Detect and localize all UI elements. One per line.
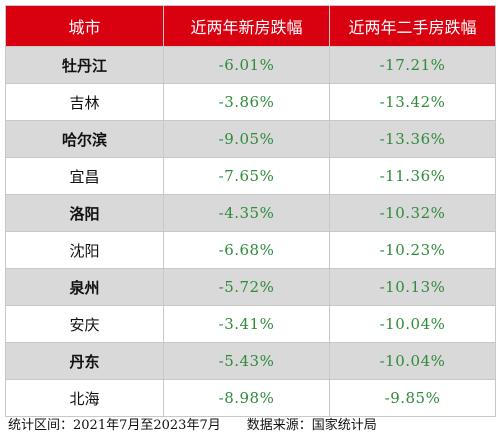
data-source: 数据来源：国家统计局 — [246, 418, 377, 433]
second-hand-value: -10.32% — [329, 194, 496, 232]
city-cell: 哈尔滨 — [5, 120, 164, 158]
table-row: 北海 -8.98% -9.85% — [5, 379, 496, 417]
table-header-row: 城市 近两年新房跌幅 近两年二手房跌幅 — [5, 5, 496, 47]
city-cell: 沈阳 — [5, 231, 164, 269]
second-hand-value: -10.04% — [329, 305, 496, 343]
city-cell: 安庆 — [5, 305, 164, 343]
new-home-value: -6.01% — [163, 46, 330, 84]
city-cell: 北海 — [5, 379, 164, 417]
table-row: 沈阳 -6.68% -10.23% — [5, 231, 496, 269]
table-row: 丹东 -5.43% -10.04% — [5, 342, 496, 380]
city-cell: 吉林 — [5, 83, 164, 121]
table-row: 洛阳 -4.35% -10.32% — [5, 194, 496, 232]
city-cell: 宜昌 — [5, 157, 164, 195]
price-decline-table: 城市 近两年新房跌幅 近两年二手房跌幅 牡丹江 -6.01% -17.21% 吉… — [5, 5, 496, 417]
new-home-value: -5.72% — [163, 268, 330, 306]
second-hand-value: -13.42% — [329, 83, 496, 121]
table-row: 泉州 -5.72% -10.13% — [5, 268, 496, 306]
table-row: 吉林 -3.86% -13.42% — [5, 83, 496, 121]
statistics-period: 统计区间：2021年7月至2023年7月 — [8, 418, 221, 433]
new-home-value: -3.86% — [163, 83, 330, 121]
city-cell: 洛阳 — [5, 194, 164, 232]
new-home-value: -7.65% — [163, 157, 330, 195]
price-decline-table-container: 城市 近两年新房跌幅 近两年二手房跌幅 牡丹江 -6.01% -17.21% 吉… — [5, 5, 496, 417]
table-footer: 统计区间：2021年7月至2023年7月 数据来源：国家统计局 — [8, 414, 377, 433]
header-city: 城市 — [5, 5, 164, 47]
new-home-value: -5.43% — [163, 342, 330, 380]
table-row: 哈尔滨 -9.05% -13.36% — [5, 120, 496, 158]
city-cell: 牡丹江 — [5, 46, 164, 84]
table-row: 牡丹江 -6.01% -17.21% — [5, 46, 496, 84]
new-home-value: -6.68% — [163, 231, 330, 269]
second-hand-value: -13.36% — [329, 120, 496, 158]
second-hand-value: -17.21% — [329, 46, 496, 84]
new-home-value: -3.41% — [163, 305, 330, 343]
table-row: 安庆 -3.41% -10.04% — [5, 305, 496, 343]
header-new-home-decline: 近两年新房跌幅 — [163, 5, 330, 47]
city-cell: 泉州 — [5, 268, 164, 306]
second-hand-value: -9.85% — [329, 379, 496, 417]
new-home-value: -4.35% — [163, 194, 330, 232]
new-home-value: -8.98% — [163, 379, 330, 417]
second-hand-value: -11.36% — [329, 157, 496, 195]
header-second-hand-decline: 近两年二手房跌幅 — [329, 5, 496, 47]
new-home-value: -9.05% — [163, 120, 330, 158]
table-row: 宜昌 -7.65% -11.36% — [5, 157, 496, 195]
second-hand-value: -10.13% — [329, 268, 496, 306]
second-hand-value: -10.04% — [329, 342, 496, 380]
city-cell: 丹东 — [5, 342, 164, 380]
second-hand-value: -10.23% — [329, 231, 496, 269]
